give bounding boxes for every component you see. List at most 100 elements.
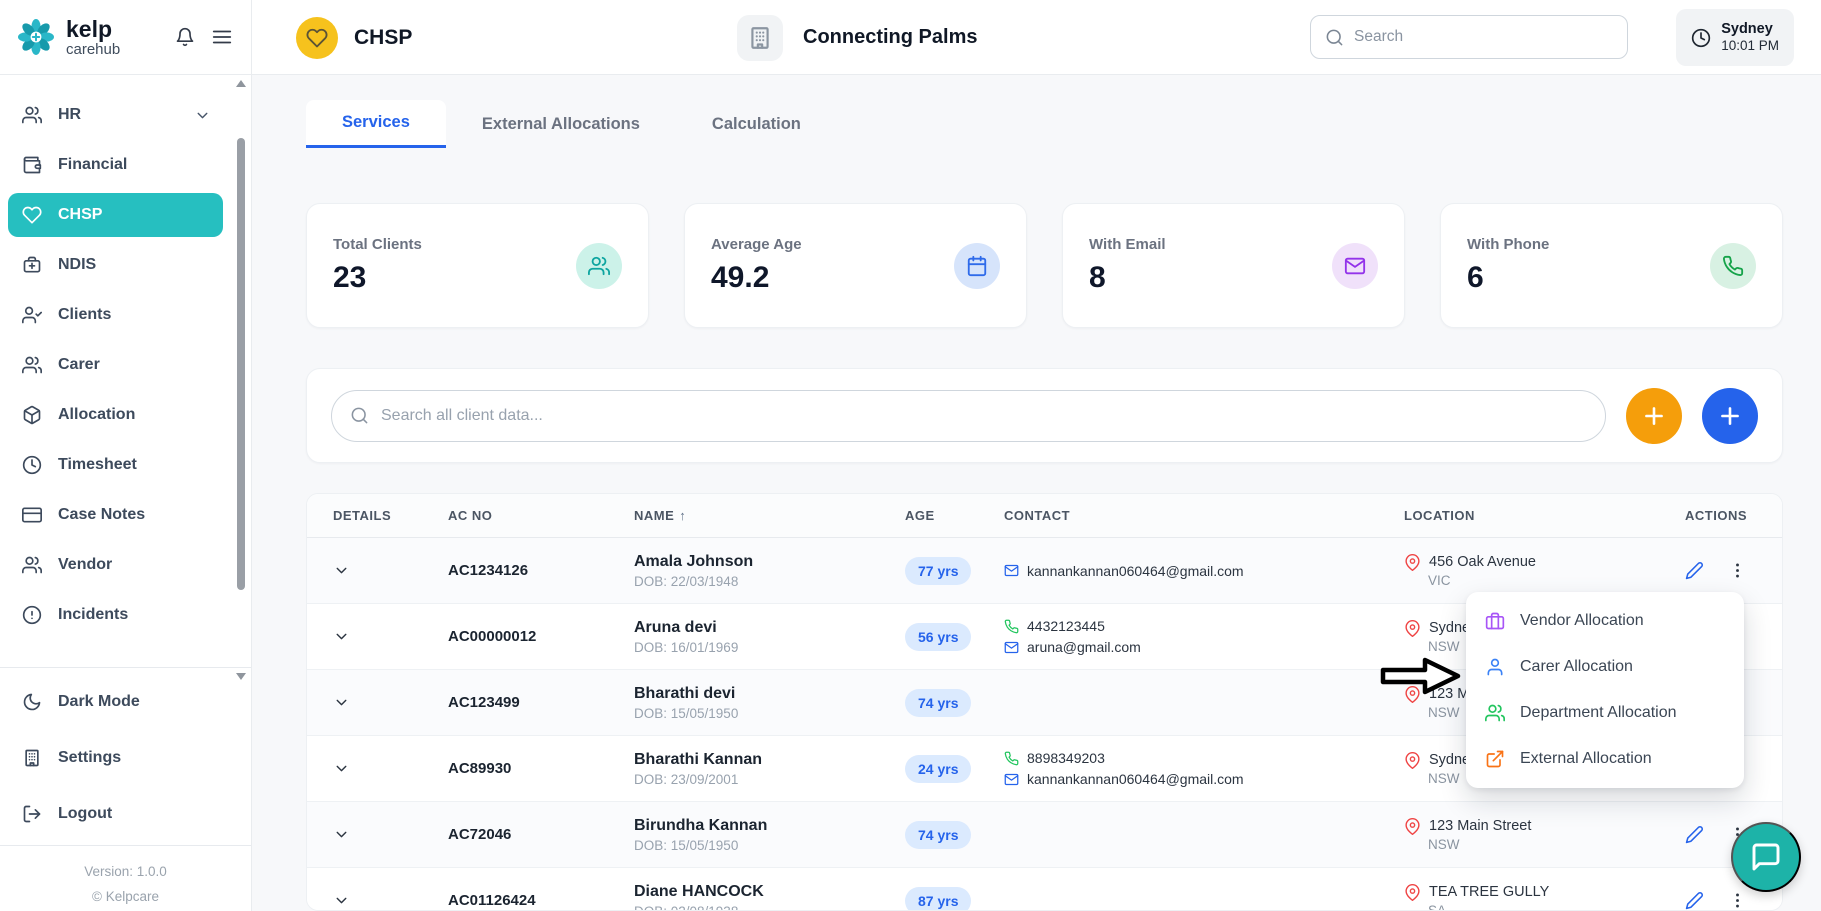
scroll-down-arrow[interactable] bbox=[236, 673, 246, 680]
global-search-input[interactable] bbox=[1354, 28, 1613, 46]
sidebar-item-incidents[interactable]: Incidents bbox=[8, 593, 223, 637]
row-expand-button[interactable] bbox=[333, 694, 350, 711]
scroll-up-arrow[interactable] bbox=[236, 80, 246, 87]
clock-icon bbox=[1691, 28, 1711, 48]
menu-item-external-allocation[interactable]: External Allocation bbox=[1466, 736, 1744, 782]
client-phone: 4432123445 bbox=[1004, 618, 1397, 634]
col-name[interactable]: NAME ↑ bbox=[634, 508, 687, 523]
client-name: Diane HANCOCK bbox=[634, 882, 764, 900]
wallet-icon bbox=[22, 155, 42, 175]
row-expand-button[interactable] bbox=[333, 628, 350, 645]
row-expand-button[interactable] bbox=[333, 562, 350, 579]
package-icon bbox=[22, 405, 42, 425]
sidebar-item-clients[interactable]: Clients bbox=[8, 293, 223, 337]
tab-calculation[interactable]: Calculation bbox=[711, 114, 801, 133]
client-name: Birundha Kannan bbox=[634, 816, 768, 834]
col-ac-no[interactable]: AC NO bbox=[448, 508, 493, 523]
table-row: AC01126424 Diane HANCOCK DOB: 02/08/1938 … bbox=[307, 868, 1782, 910]
age-badge: 56 yrs bbox=[905, 622, 972, 651]
phone-icon bbox=[1004, 751, 1019, 766]
search-icon bbox=[350, 406, 369, 425]
sidebar: kelp carehub HR Financial CHSP bbox=[0, 0, 252, 911]
scrollbar-thumb[interactable] bbox=[237, 138, 245, 590]
table-header: DETAILS AC NO NAME ↑ AGE CONTACT LOCATION… bbox=[307, 494, 1782, 538]
briefcase-icon bbox=[1485, 611, 1505, 631]
dots-vertical-icon bbox=[1728, 891, 1747, 910]
map-pin-icon bbox=[1404, 818, 1421, 835]
mail-icon bbox=[1004, 772, 1019, 787]
mail-icon bbox=[1004, 563, 1019, 578]
sidebar-item-vendor[interactable]: Vendor bbox=[8, 543, 223, 587]
sidebar-item-hr[interactable]: HR bbox=[8, 93, 223, 137]
sidebar-item-ndis[interactable]: NDIS bbox=[8, 243, 223, 287]
edit-button[interactable] bbox=[1685, 891, 1704, 910]
phone-icon bbox=[1004, 619, 1019, 634]
client-name: Bharathi Kannan bbox=[634, 750, 763, 768]
chat-fab-button[interactable] bbox=[1731, 822, 1801, 892]
client-state: NSW bbox=[1428, 836, 1460, 852]
client-name: Amala Johnson bbox=[634, 552, 754, 570]
ac-no: AC1234126 bbox=[448, 562, 529, 579]
col-actions: ACTIONS bbox=[1685, 508, 1747, 523]
sidebar-item-settings[interactable]: Settings bbox=[8, 736, 223, 780]
building-icon bbox=[747, 25, 773, 51]
sidebar-scrollbar[interactable] bbox=[235, 80, 247, 680]
tab-services[interactable]: Services bbox=[306, 100, 446, 148]
ac-no: AC01126424 bbox=[448, 892, 536, 909]
sidebar-item-chsp[interactable]: CHSP bbox=[8, 193, 223, 237]
plus-icon bbox=[1717, 403, 1743, 429]
phone-icon bbox=[1710, 242, 1756, 289]
client-dob: DOB: 15/05/1950 bbox=[634, 837, 739, 853]
client-search bbox=[331, 389, 1606, 442]
sidebar-item-logout[interactable]: Logout bbox=[8, 792, 223, 836]
row-expand-button[interactable] bbox=[333, 826, 350, 843]
search-icon bbox=[1325, 28, 1344, 47]
user-icon bbox=[1485, 657, 1505, 677]
ac-no: AC123499 bbox=[448, 694, 520, 711]
stat-cards: Total Clients 23 Average Age 49.2 With bbox=[306, 203, 1783, 328]
sidebar-item-carer[interactable]: Carer bbox=[8, 343, 223, 387]
client-dob: DOB: 23/09/2001 bbox=[634, 771, 739, 787]
map-pin-icon bbox=[1404, 884, 1421, 901]
edit-button[interactable] bbox=[1685, 561, 1704, 580]
client-phone: 8898349203 bbox=[1004, 750, 1397, 766]
sidebar-item-allocation[interactable]: Allocation bbox=[8, 393, 223, 437]
col-location[interactable]: LOCATION bbox=[1404, 508, 1475, 523]
row-expand-button[interactable] bbox=[333, 892, 350, 909]
dots-vertical-icon bbox=[1728, 561, 1747, 580]
client-name: Aruna devi bbox=[634, 618, 717, 636]
sidebar-item-case-notes[interactable]: Case Notes bbox=[8, 493, 223, 537]
col-age[interactable]: AGE bbox=[905, 508, 935, 523]
sidebar-divider bbox=[0, 667, 251, 668]
organisation-header: Connecting Palms bbox=[737, 0, 977, 75]
client-search-input[interactable] bbox=[381, 406, 1587, 425]
plus-icon bbox=[1641, 403, 1667, 429]
col-details[interactable]: DETAILS bbox=[333, 508, 392, 523]
client-state: NSW bbox=[1428, 770, 1460, 786]
row-expand-button[interactable] bbox=[333, 760, 350, 777]
pencil-icon bbox=[1685, 561, 1704, 580]
timezone-chip[interactable]: Sydney 10:01 PM bbox=[1676, 9, 1794, 66]
menu-item-department-allocation[interactable]: Department Allocation bbox=[1466, 690, 1744, 736]
card-icon bbox=[22, 505, 42, 525]
menu-item-carer-allocation[interactable]: Carer Allocation bbox=[1466, 644, 1744, 690]
row-menu-button[interactable] bbox=[1728, 891, 1747, 910]
sidebar-item-financial[interactable]: Financial bbox=[8, 143, 223, 187]
ac-no: AC89930 bbox=[448, 760, 512, 777]
sidebar-item-dark-mode[interactable]: Dark Mode bbox=[8, 680, 223, 724]
sidebar-item-timesheet[interactable]: Timesheet bbox=[8, 443, 223, 487]
stat-card-with-email: With Email 8 bbox=[1062, 203, 1405, 328]
mail-icon bbox=[1004, 640, 1019, 655]
hamburger-menu-icon[interactable] bbox=[211, 26, 233, 48]
add-button-orange[interactable] bbox=[1626, 387, 1682, 444]
add-button-blue[interactable] bbox=[1702, 387, 1758, 444]
menu-item-vendor-allocation[interactable]: Vendor Allocation bbox=[1466, 598, 1744, 644]
timezone-time: 10:01 PM bbox=[1721, 38, 1779, 53]
chevron-down-icon bbox=[333, 826, 350, 843]
tab-external-allocations[interactable]: External Allocations bbox=[481, 114, 640, 133]
row-menu-button[interactable] bbox=[1728, 561, 1747, 580]
col-contact[interactable]: CONTACT bbox=[1004, 508, 1071, 523]
users-icon bbox=[22, 355, 42, 375]
edit-button[interactable] bbox=[1685, 825, 1704, 844]
notifications-bell-icon[interactable] bbox=[175, 27, 195, 47]
